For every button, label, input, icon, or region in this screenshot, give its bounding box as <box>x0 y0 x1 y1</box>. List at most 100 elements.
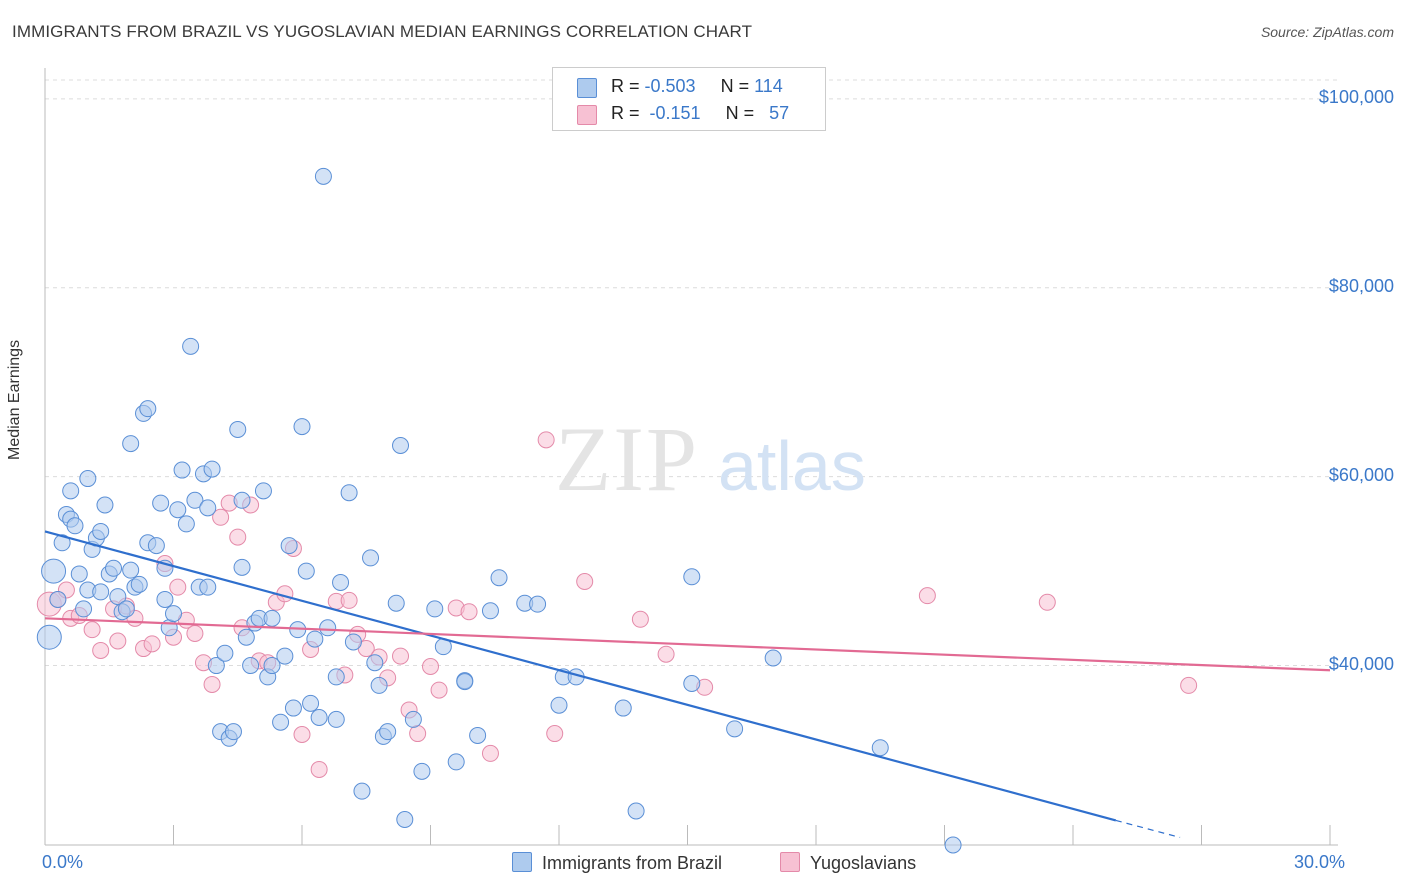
r-value-yugoslavians: -0.151 <box>649 103 701 123</box>
point-brazil <box>306 630 324 648</box>
point-yugoslavians <box>409 725 427 743</box>
point-yugoslavians <box>92 641 110 659</box>
r-label: R = <box>611 103 640 123</box>
point-yugoslavians <box>340 591 358 609</box>
x-tick-label: 30.0% <box>1294 852 1346 872</box>
y-tick-label: $60,000 <box>1328 464 1394 485</box>
point-brazil <box>224 723 242 741</box>
point-yugoslavians <box>203 675 221 693</box>
point-yugoslavians <box>481 744 499 762</box>
n-value-yugoslavians: 57 <box>769 103 790 123</box>
point-yugoslavians <box>229 528 247 546</box>
point-brazil <box>139 400 157 418</box>
point-brazil <box>75 600 93 618</box>
trend-line-yugoslavians <box>44 617 1331 672</box>
point-brazil <box>284 699 302 717</box>
point-brazil <box>254 482 272 500</box>
point-brazil <box>293 418 311 436</box>
point-brazil <box>469 726 487 744</box>
point-brazil <box>362 549 380 567</box>
point-brazil <box>627 802 645 820</box>
point-brazil <box>387 594 405 612</box>
point-yugoslavians <box>1038 593 1056 611</box>
r-label: R = <box>611 76 640 96</box>
legend-label-brazil: Immigrants from Brazil <box>542 853 723 873</box>
point-yugoslavians <box>212 508 230 526</box>
point-brazil <box>871 739 889 757</box>
point-brazil <box>396 811 414 828</box>
point-brazil <box>62 482 80 500</box>
point-brazil <box>122 435 140 453</box>
point-brazil <box>614 699 632 717</box>
point-yugoslavians <box>169 578 187 596</box>
point-brazil <box>169 501 187 519</box>
point-brazil <box>130 575 148 593</box>
point-brazil <box>122 561 140 579</box>
point-yugoslavians <box>546 725 564 743</box>
point-yugoslavians <box>430 681 448 699</box>
point-brazil <box>276 647 294 665</box>
y-tick-label: $80,000 <box>1328 275 1394 296</box>
point-yugoslavians <box>109 632 127 650</box>
point-brazil <box>199 499 217 517</box>
point-brazil <box>49 590 67 608</box>
trend-lines <box>44 530 1331 839</box>
axes <box>44 68 1338 846</box>
point-brazil <box>297 562 315 580</box>
point-brazil <box>490 569 508 587</box>
point-brazil <box>404 710 422 728</box>
stats-swatch-brazil <box>577 78 597 98</box>
point-brazil <box>36 624 62 650</box>
r-value-brazil: -0.503 <box>644 76 696 96</box>
legend-item-brazil[interactable]: Immigrants from Brazil <box>512 852 722 876</box>
n-label: N = <box>720 76 750 96</box>
point-yugoslavians <box>422 658 439 675</box>
point-brazil <box>41 558 67 584</box>
y-tick-label: $100,000 <box>1318 86 1394 107</box>
point-yugoslavians <box>576 573 594 590</box>
point-brazil <box>229 420 247 438</box>
point-brazil <box>726 720 744 738</box>
legend-swatch-brazil <box>512 852 532 872</box>
point-brazil <box>233 491 251 509</box>
legend-swatch-yugoslavians <box>780 852 800 872</box>
point-brazil <box>242 657 260 675</box>
n-value-brazil: 114 <box>754 76 783 96</box>
point-brazil <box>216 644 234 662</box>
point-yugoslavians <box>537 431 555 449</box>
point-yugoslavians <box>392 647 410 665</box>
stats-swatch-yugoslavians <box>577 105 597 125</box>
point-brazil <box>332 573 350 591</box>
point-brazil <box>764 649 782 667</box>
point-brazil <box>272 713 290 731</box>
legend-item-yugoslavians[interactable]: Yugoslavians <box>780 852 916 876</box>
point-brazil <box>207 657 225 675</box>
point-brazil <box>310 709 328 726</box>
trend-line-brazil-extension <box>1115 819 1181 839</box>
chart-title: IMMIGRANTS FROM BRAZIL VS YUGOSLAVIAN ME… <box>12 22 753 41</box>
point-brazil <box>447 753 465 771</box>
point-brazil <box>147 537 165 555</box>
point-yugoslavians <box>918 587 936 605</box>
point-brazil <box>237 628 255 646</box>
point-brazil <box>117 600 135 618</box>
point-brazil <box>366 654 384 672</box>
point-brazil <box>944 836 962 854</box>
point-brazil <box>156 590 174 608</box>
point-yugoslavians <box>1180 676 1198 694</box>
point-brazil <box>199 578 217 596</box>
point-brazil <box>413 762 431 780</box>
point-yugoslavians <box>293 726 311 743</box>
point-brazil <box>481 602 499 620</box>
point-brazil <box>203 460 221 478</box>
point-brazil <box>327 668 345 686</box>
y-tick-label: $40,000 <box>1328 653 1394 674</box>
point-yugoslavians <box>657 645 675 663</box>
point-brazil <box>70 565 88 583</box>
point-brazil <box>683 675 701 692</box>
watermark: ZIP atlas <box>555 408 866 510</box>
n-label: N = <box>725 103 755 123</box>
point-brazil <box>314 167 332 185</box>
watermark-atlas: atlas <box>718 427 866 505</box>
point-brazil <box>263 657 281 675</box>
